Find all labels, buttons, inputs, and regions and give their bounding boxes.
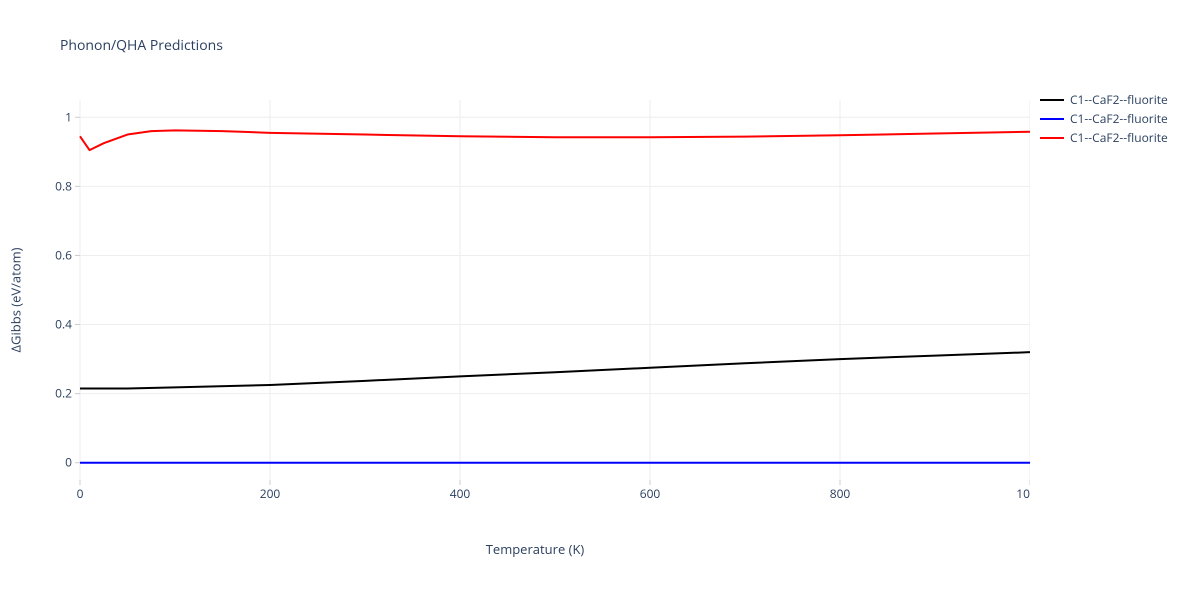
svg-text:800: 800 xyxy=(830,485,851,502)
legend-label: C1--CaF2--fluorite xyxy=(1070,110,1168,127)
svg-text:1000: 1000 xyxy=(1016,485,1030,502)
chart-title: Phonon/QHA Predictions xyxy=(60,36,223,55)
plot-area: 0 200 400 600 800 1000 0 0.2 0.4 0.6 0.8 1 xyxy=(40,90,1030,510)
plot-svg: 0 200 400 600 800 1000 0 0.2 0.4 0.6 0.8 1 xyxy=(40,90,1030,510)
svg-text:0.4: 0.4 xyxy=(55,316,72,333)
svg-text:0.6: 0.6 xyxy=(55,246,72,263)
svg-text:0.8: 0.8 xyxy=(55,177,72,194)
svg-text:200: 200 xyxy=(260,485,281,502)
svg-text:400: 400 xyxy=(450,485,471,502)
legend-item[interactable]: C1--CaF2--fluorite xyxy=(1040,90,1168,109)
legend-label: C1--CaF2--fluorite xyxy=(1070,91,1168,108)
legend-item[interactable]: C1--CaF2--fluorite xyxy=(1040,109,1168,128)
legend-swatch xyxy=(1040,99,1064,101)
legend-swatch xyxy=(1040,118,1064,120)
svg-text:0: 0 xyxy=(65,454,72,471)
svg-text:600: 600 xyxy=(640,485,661,502)
svg-text:0.2: 0.2 xyxy=(55,385,72,402)
legend-label: C1--CaF2--fluorite xyxy=(1070,129,1168,146)
y-axis-label-wrap: ΔGibbs (eV/atom) xyxy=(5,90,25,510)
svg-text:0: 0 xyxy=(77,485,84,502)
svg-text:1: 1 xyxy=(65,108,72,125)
chart-container: Phonon/QHA Predictions ΔGibbs (eV/atom) … xyxy=(0,0,1200,600)
legend-item[interactable]: C1--CaF2--fluorite xyxy=(1040,128,1168,147)
x-axis-label: Temperature (K) xyxy=(40,540,1030,558)
y-axis-label: ΔGibbs (eV/atom) xyxy=(6,248,24,353)
legend-swatch xyxy=(1040,137,1064,139)
legend: C1--CaF2--fluorite C1--CaF2--fluorite C1… xyxy=(1040,90,1168,147)
